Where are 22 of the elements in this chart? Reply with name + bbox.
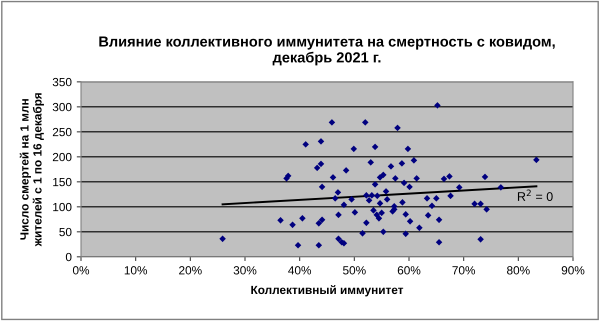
x-tick-label: 80% — [507, 266, 530, 274]
y-tick-label: 350 — [52, 78, 72, 86]
x-tick-label: 20% — [179, 266, 202, 274]
y-tick-label: 200 — [52, 152, 72, 162]
x-tick-label: 90% — [562, 266, 584, 274]
x-tick-label: 60% — [398, 266, 420, 274]
y-tick-label: 100 — [53, 202, 72, 212]
y-tick-label: 250 — [52, 128, 72, 136]
x-tick-label: 70% — [452, 266, 476, 274]
x-axis-title: Коллективный иммунитет — [251, 285, 404, 296]
y-axis-title: Число смертей на 1 млн жителей с 1 по 16 декабря — [20, 93, 44, 246]
y-tick-label: 300 — [52, 102, 72, 112]
annotation: R$^{2}$ = 0 — [518, 190, 553, 201]
chart-title: Влияние коллективного иммунитета на смертность с ковидом, декабрь 2021 г. — [99, 36, 555, 66]
x-tick-label: 0% — [72, 266, 90, 274]
x-tick-label: 10% — [124, 266, 148, 274]
y-tick-label: 50 — [59, 228, 72, 236]
y-tick-label: 150 — [53, 178, 72, 186]
x-tick-label: 50% — [342, 266, 366, 274]
x-tick-label: 30% — [234, 266, 256, 274]
y-tick-label: 0 — [66, 252, 72, 262]
x-tick-label: 40% — [288, 266, 312, 274]
